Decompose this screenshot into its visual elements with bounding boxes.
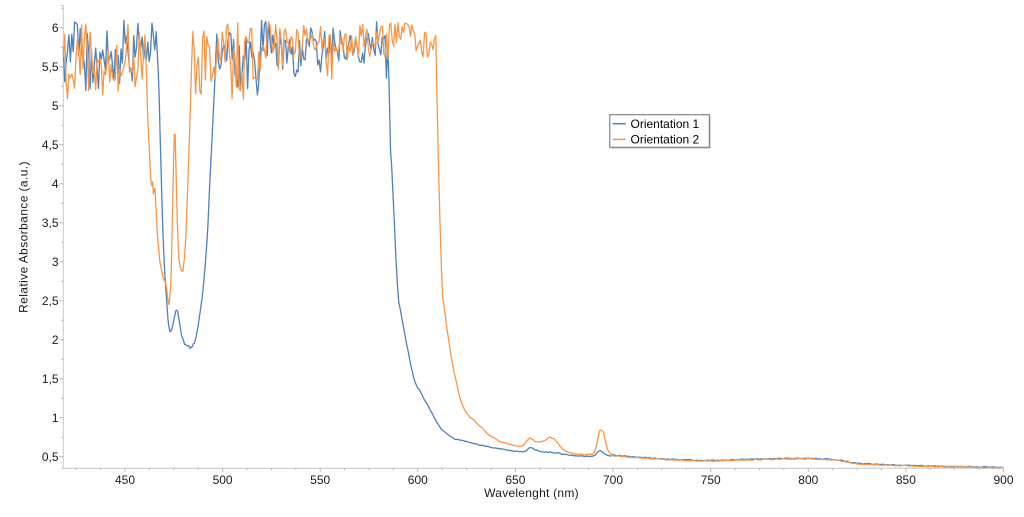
svg-text:Wavelenght (nm): Wavelenght (nm): [484, 486, 579, 500]
svg-text:Relative Absorbance (a.u.): Relative Absorbance (a.u.): [17, 161, 31, 313]
svg-text:900: 900: [993, 473, 1013, 487]
svg-text:2: 2: [52, 333, 59, 347]
svg-text:Orientation 2: Orientation 2: [631, 133, 700, 147]
svg-text:4,5: 4,5: [42, 138, 59, 152]
svg-text:1: 1: [52, 411, 59, 425]
svg-text:Orientation 1: Orientation 1: [631, 117, 700, 131]
svg-text:600: 600: [408, 473, 428, 487]
svg-text:650: 650: [505, 473, 525, 487]
svg-text:5,5: 5,5: [42, 60, 59, 74]
svg-text:450: 450: [115, 473, 135, 487]
svg-text:700: 700: [603, 473, 623, 487]
svg-text:3,5: 3,5: [42, 216, 59, 230]
svg-text:850: 850: [896, 473, 916, 487]
svg-text:500: 500: [213, 473, 233, 487]
svg-text:1,5: 1,5: [42, 372, 59, 386]
svg-text:5: 5: [52, 99, 59, 113]
svg-text:3: 3: [52, 255, 59, 269]
svg-text:6: 6: [52, 21, 59, 35]
svg-text:2,5: 2,5: [42, 294, 59, 308]
svg-text:800: 800: [798, 473, 818, 487]
svg-text:0,5: 0,5: [42, 450, 59, 464]
svg-text:750: 750: [701, 473, 721, 487]
svg-text:550: 550: [310, 473, 330, 487]
svg-text:4: 4: [52, 177, 59, 191]
